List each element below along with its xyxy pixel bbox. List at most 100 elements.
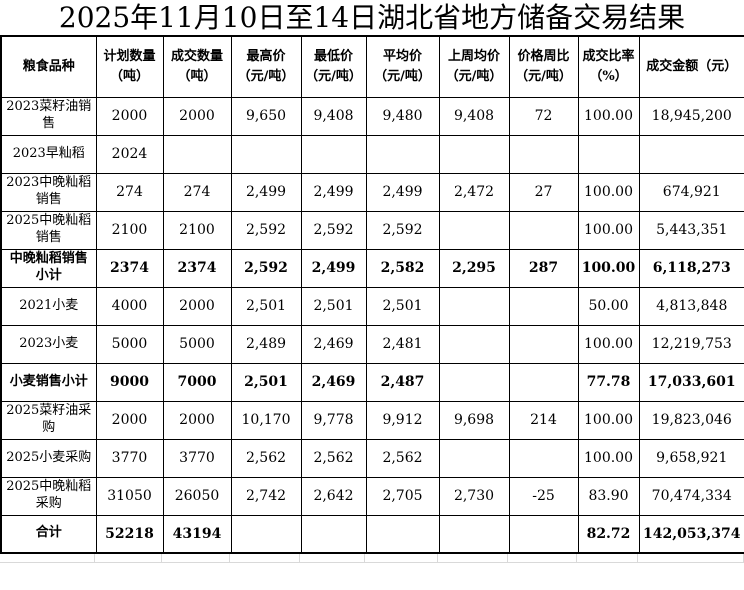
value-cell: 100.00 [577,248,640,288]
value-cell: 2,499 [230,172,302,212]
value-cell [438,362,510,402]
value-cell: 274 [95,172,164,212]
value-cell [230,134,302,174]
value-cell: 100.00 [577,324,640,364]
value-cell: 4,813,848 [638,286,744,326]
value-cell: 50.00 [577,286,640,326]
value-cell: 77.78 [577,362,640,402]
value-cell: 2100 [162,210,232,250]
value-cell: 9,912 [365,400,440,440]
value-cell: 2374 [95,248,164,288]
value-cell: 5000 [162,324,232,364]
value-cell: 2,469 [300,324,367,364]
value-cell: 2,501 [300,286,367,326]
value-cell [508,134,579,174]
value-cell [508,286,579,326]
table-row: 2025小麦采购 3770 3770 2,562 2,562 2,562 100.00 9,6… [0,438,744,478]
grain-variety-cell: 2023早籼稻 [0,134,97,174]
value-cell: 82.72 [577,514,640,554]
value-cell: 5000 [95,324,164,364]
value-cell [438,286,510,326]
value-cell: 9000 [95,362,164,402]
excel-gridline-strip [0,554,744,563]
value-cell: 2,472 [438,172,510,212]
table-row: 2023菜籽油销售 2000 2000 9,650 9,408 9,480 9,408 72 1… [0,96,744,136]
column-header: 成交数量 （吨） [162,35,232,98]
value-cell [438,210,510,250]
column-header: 最高价 （元/吨） [230,35,302,98]
value-cell: 2,742 [230,476,302,516]
value-cell: 2,592 [300,210,367,250]
value-cell: 274 [162,172,232,212]
value-cell: 9,408 [438,96,510,136]
value-cell [638,134,744,174]
table-row: 2023早籼稻 2024 [0,134,744,174]
value-cell: 12,219,753 [638,324,744,364]
value-cell [438,438,510,478]
grain-variety-cell: 中晚籼稻销售小计 [0,248,97,288]
value-cell: 2000 [162,96,232,136]
value-cell [508,514,579,554]
column-header: 价格周比 （元/吨） [508,35,579,98]
value-cell: 2100 [95,210,164,250]
gridline-cell [438,554,508,562]
value-cell [508,362,579,402]
gridline-cell [162,554,230,562]
value-cell [365,134,440,174]
value-cell [508,438,579,478]
gridline-cell [577,554,638,562]
value-cell: 9,778 [300,400,367,440]
value-cell [438,514,510,554]
grain-variety-cell: 2023小麦 [0,324,97,364]
value-cell [230,514,302,554]
value-cell: 2000 [95,96,164,136]
value-cell: -25 [508,476,579,516]
trade-results-table: 粮食品种 计划数量 （吨） 成交数量 （吨） 最高价 （元/吨） 最低价 （元/吨） 平均… [0,35,744,554]
value-cell: 52218 [95,514,164,554]
value-cell [365,514,440,554]
table-row: 2025菜籽油采购 2000 2000 10,170 9,778 9,912 9,698 21… [0,400,744,440]
gridline-cell [95,554,162,562]
value-cell: 2,730 [438,476,510,516]
value-cell: 674,921 [638,172,744,212]
column-header: 成交金额（元） [638,35,744,98]
gridline-cell [638,554,744,562]
value-cell [508,324,579,364]
column-header: 计划数量 （吨） [95,35,164,98]
value-cell: 83.90 [577,476,640,516]
value-cell: 2,562 [365,438,440,478]
value-cell [162,134,232,174]
value-cell: 17,033,601 [638,362,744,402]
column-header: 上周均价 （元/吨） [438,35,510,98]
gridline-cell [365,554,438,562]
header-row: 粮食品种 计划数量 （吨） 成交数量 （吨） 最高价 （元/吨） 最低价 （元/吨） 平均… [0,35,744,98]
report-title: 2025年11月10日至14日湖北省地方储备交易结果 [58,1,686,34]
grain-variety-cell: 2025中晚籼稻采购 [0,476,97,516]
grain-variety-cell: 2023中晚籼稻销售 [0,172,97,212]
value-cell: 2000 [95,400,164,440]
value-cell: 2,501 [230,286,302,326]
grain-variety-cell: 2025中晚籼稻销售 [0,210,97,250]
table-row: 2025中晚籼稻采购 31050 26050 2,742 2,642 2,705 2,730… [0,476,744,516]
value-cell: 31050 [95,476,164,516]
value-cell: 72 [508,96,579,136]
value-cell: 2,705 [365,476,440,516]
value-cell: 7000 [162,362,232,402]
value-cell: 2,501 [230,362,302,402]
table-row: 小麦销售小计 9000 7000 2,501 2,469 2,487 77.78 17,033… [0,362,744,402]
value-cell: 9,658,921 [638,438,744,478]
value-cell [300,514,367,554]
grain-variety-cell: 合计 [0,514,97,554]
value-cell: 2,562 [230,438,302,478]
table-row: 2023小麦 5000 5000 2,489 2,469 2,481 100.00 12,21… [0,324,744,364]
column-header: 平均价 （元/吨） [365,35,440,98]
value-cell: 100.00 [577,96,640,136]
grain-variety-cell: 2023菜籽油销售 [0,96,97,136]
value-cell: 2,499 [300,172,367,212]
value-cell: 2,592 [365,210,440,250]
column-header: 最低价 （元/吨） [300,35,367,98]
grain-variety-cell: 2021小麦 [0,286,97,326]
value-cell: 2,562 [300,438,367,478]
value-cell: 5,443,351 [638,210,744,250]
